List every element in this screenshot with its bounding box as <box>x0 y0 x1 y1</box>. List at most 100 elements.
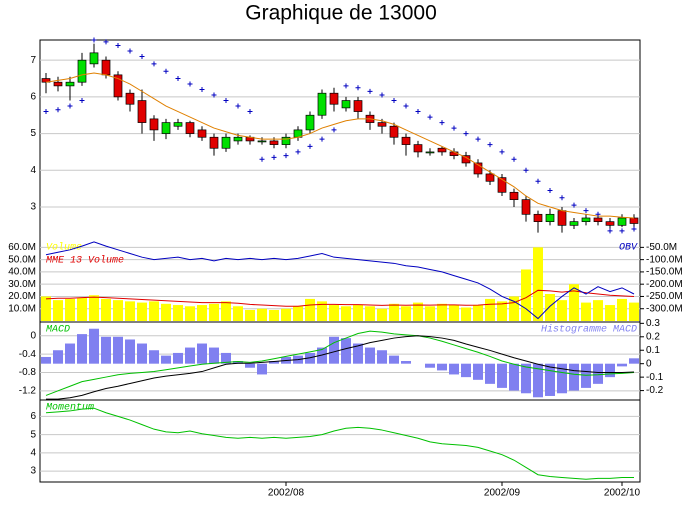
line <box>45 289 635 307</box>
bar <box>209 303 219 321</box>
bar <box>173 305 183 321</box>
candle-body <box>89 52 99 65</box>
bar <box>317 347 327 364</box>
y-tick-label: 4 <box>30 165 36 176</box>
y2-tick-label: -0.1 <box>646 372 664 383</box>
bar <box>77 297 87 321</box>
bar <box>353 305 363 321</box>
bar <box>449 363 459 375</box>
bar <box>377 350 387 364</box>
bar <box>341 306 351 321</box>
bar <box>89 295 99 321</box>
bar <box>425 306 435 321</box>
bar <box>401 361 411 364</box>
bar <box>557 363 567 394</box>
sar-point <box>487 142 493 148</box>
sar-point <box>535 178 541 184</box>
candle-body <box>605 221 615 226</box>
sar-point <box>43 109 49 115</box>
y-tick-label: 6 <box>30 411 36 422</box>
bar <box>521 363 531 394</box>
bar <box>557 300 567 321</box>
bar <box>617 363 627 367</box>
bar <box>605 363 615 378</box>
candle-body <box>509 191 519 200</box>
panel-frame <box>39 399 641 483</box>
bar <box>161 303 171 321</box>
candle-body <box>557 210 567 226</box>
candle-body <box>185 122 195 134</box>
candle-body <box>137 100 147 123</box>
sar-point <box>223 98 229 104</box>
bar <box>221 301 231 321</box>
y-tick-label: -1.2 <box>19 385 37 396</box>
sar-point <box>295 149 301 155</box>
candle-body <box>269 140 279 145</box>
bar <box>101 298 111 321</box>
bar <box>257 308 267 321</box>
bar <box>329 305 339 321</box>
sar-point <box>79 98 85 104</box>
candle-body <box>317 92 327 116</box>
y2-tick-label: -100.0M <box>646 254 682 265</box>
bar <box>329 336 339 364</box>
sar-point <box>139 54 145 60</box>
bar <box>473 363 483 380</box>
sar-point <box>151 61 157 67</box>
bar <box>425 363 435 368</box>
y-tick-label: 30.0M <box>8 279 36 290</box>
bar <box>101 336 111 364</box>
bar <box>305 352 315 364</box>
bar <box>269 361 279 364</box>
bar <box>137 302 147 321</box>
candle-body <box>173 122 183 127</box>
bar <box>185 306 195 321</box>
candle-body <box>401 136 411 145</box>
candle-body <box>233 136 243 142</box>
x-tick-label: 2002/10 <box>604 488 641 499</box>
y2-tick-label: -50.0M <box>646 242 677 253</box>
x-tick-label: 2002/09 <box>484 488 521 499</box>
candle-body <box>53 81 63 87</box>
candle-body <box>197 129 207 138</box>
bar <box>197 343 207 364</box>
line <box>45 407 634 480</box>
bar <box>461 307 471 321</box>
bar <box>197 305 207 321</box>
candle-body <box>533 213 543 223</box>
bar <box>593 300 603 321</box>
sar-point <box>367 88 373 94</box>
sar-point <box>283 153 289 159</box>
bar <box>245 309 255 321</box>
bar <box>341 338 351 364</box>
bar <box>581 302 591 321</box>
candle-body <box>329 92 339 105</box>
legend-label: MACD <box>46 325 70 336</box>
candle-body <box>113 74 123 98</box>
chart-title: Graphique de 13000 <box>245 2 437 25</box>
bar <box>113 336 123 364</box>
sar-point <box>439 120 445 126</box>
y2-tick-label: 0.3 <box>646 318 660 329</box>
bar <box>269 309 279 321</box>
bar <box>521 269 531 321</box>
bar <box>89 328 99 364</box>
bar <box>53 350 63 364</box>
bar <box>293 306 303 321</box>
bar <box>509 296 519 321</box>
bar <box>497 301 507 321</box>
bar <box>629 358 639 364</box>
line <box>45 330 635 396</box>
bar <box>461 363 471 378</box>
bar <box>365 306 375 321</box>
bar <box>173 352 183 364</box>
y-tick-label: 50.0M <box>8 254 36 265</box>
bar <box>137 343 147 364</box>
y2-tick-label: 0.1 <box>646 345 660 356</box>
y-tick-label: 5 <box>30 128 36 139</box>
y2-tick-label: 0 <box>646 358 652 369</box>
candle-body <box>77 59 87 83</box>
sar-point <box>355 85 361 91</box>
x-tick-label: 2002/08 <box>268 488 305 499</box>
candle-body <box>521 199 531 215</box>
